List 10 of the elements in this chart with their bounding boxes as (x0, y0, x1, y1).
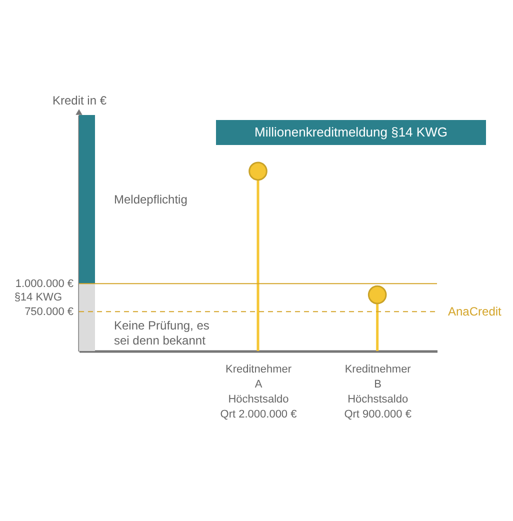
y-axis-title: Kredit in € (52, 94, 107, 108)
y-tick-label: 1.000.000 € (15, 278, 74, 290)
ref-line-label: §14 KWG (14, 292, 62, 304)
x-tick-label: Kreditnehmer B Höchstsaldo Qrt 900.000 € (344, 364, 412, 420)
y-tick-label: 750.000 € (24, 306, 74, 318)
band-label: Meldepflichtig (114, 192, 188, 206)
x-tick-label: Kreditnehmer A Höchstsaldo Qrt 2.000.000 € (220, 364, 297, 420)
band-label: Keine Prüfung, es sei denn bekannt (114, 318, 210, 348)
ref-line-label: AnaCredit (448, 304, 502, 319)
text: Millionenkreditmeldung §14 KWG (254, 124, 448, 140)
